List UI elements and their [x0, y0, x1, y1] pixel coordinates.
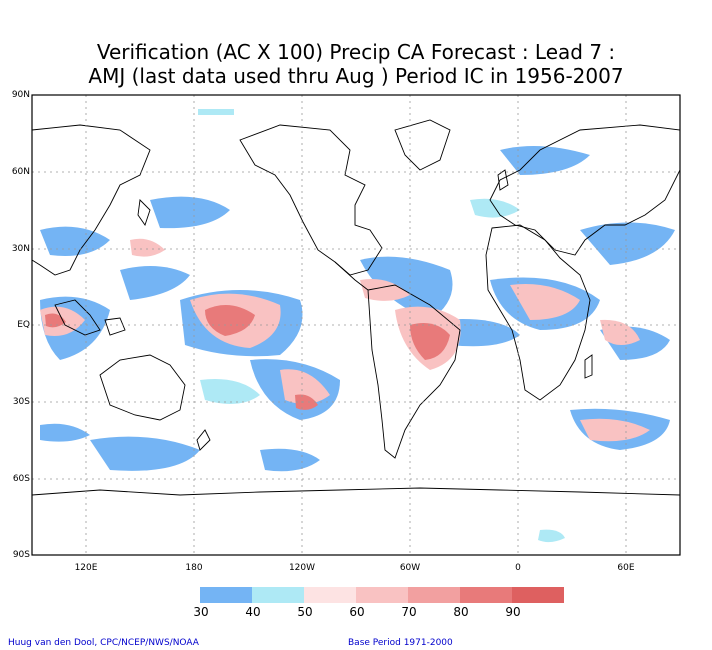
- colorbar-swatch-1: [200, 587, 252, 603]
- colorbar-label-40: 40: [245, 605, 261, 619]
- colorbar-swatch-2: [252, 587, 304, 603]
- colorbar-swatch-4: [356, 587, 408, 603]
- lon-tick-60e: 60E: [617, 563, 635, 573]
- lat-tick-30s: 30S: [12, 397, 30, 407]
- lon-tick-180: 180: [185, 563, 203, 573]
- colorbar-swatch-5: [408, 587, 460, 603]
- lat-tick-eq: EQ: [17, 320, 30, 330]
- map-frame: [31, 94, 681, 556]
- colorbar-label-70: 70: [401, 605, 417, 619]
- lat-tick-30n: 30N: [11, 244, 30, 254]
- lon-tick-120e: 120E: [74, 563, 98, 573]
- credit-text: Huug van den Dool, CPC/NCEP/NWS/NOAA: [8, 638, 199, 648]
- colorbar-label-50: 50: [297, 605, 313, 619]
- colorbar-swatch-6: [460, 587, 512, 603]
- colorbar-label-90: 90: [505, 605, 521, 619]
- lat-tick-90n: 90N: [11, 90, 30, 100]
- colorbar: [200, 587, 564, 603]
- lon-tick-0: 0: [515, 563, 521, 573]
- base-period-text: Base Period 1971-2000: [348, 638, 453, 648]
- lat-tick-90s: 90S: [12, 550, 30, 560]
- colorbar-label-60: 60: [349, 605, 365, 619]
- colorbar-label-80: 80: [453, 605, 469, 619]
- map-gridlines: [32, 95, 680, 555]
- colorbar-swatch-7: [512, 587, 564, 603]
- colorbar-label-30: 30: [193, 605, 209, 619]
- colorbar-swatch-3: [304, 587, 356, 603]
- coastlines: [31, 119, 681, 496]
- lon-tick-120w: 120W: [288, 563, 316, 573]
- lon-tick-60w: 60W: [399, 563, 421, 573]
- lat-tick-60s: 60S: [12, 474, 30, 484]
- map-title-line1: Verification (AC X 100) Precip CA Foreca…: [96, 40, 616, 64]
- lat-tick-60n: 60N: [11, 167, 30, 177]
- map-title-line2: AMJ (last data used thru Aug ) Period IC…: [88, 64, 624, 88]
